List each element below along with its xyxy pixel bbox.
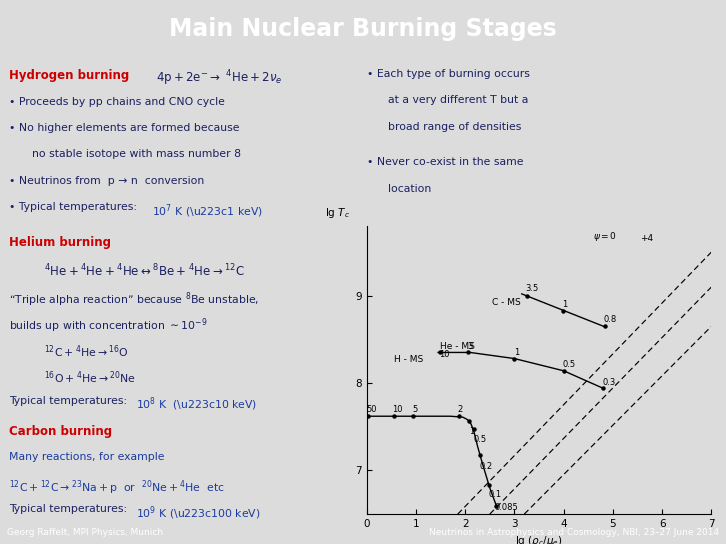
Text: 0.085: 0.085 xyxy=(494,503,518,512)
Text: C - MS: C - MS xyxy=(492,298,521,307)
Text: ${}^{12}\mathrm{C} + {}^{4}\mathrm{He} \rightarrow {}^{16}\mathrm{O}$: ${}^{12}\mathrm{C} + {}^{4}\mathrm{He} \… xyxy=(44,343,129,360)
Text: Main Nuclear Burning Stages: Main Nuclear Burning Stages xyxy=(169,16,557,41)
Text: • Proceeds by pp chains and CNO cycle: • Proceeds by pp chains and CNO cycle xyxy=(9,97,225,107)
Text: ${}^{16}\mathrm{O} + {}^{4}\mathrm{He} \rightarrow {}^{20}\mathrm{Ne}$: ${}^{16}\mathrm{O} + {}^{4}\mathrm{He} \… xyxy=(44,369,136,386)
Text: 10: 10 xyxy=(439,350,450,360)
Text: • No higher elements are formed because: • No higher elements are formed because xyxy=(9,123,240,133)
Text: Typical temperatures:: Typical temperatures: xyxy=(9,396,131,406)
Text: 3.5: 3.5 xyxy=(525,284,539,293)
Text: $4\mathrm{p} + 2\mathrm{e}^{-} \rightarrow\ {}^{4}\mathrm{He} + 2\nu_{e}$: $4\mathrm{p} + 2\mathrm{e}^{-} \rightarr… xyxy=(156,69,282,88)
Text: at a very different T but a: at a very different T but a xyxy=(388,95,529,105)
Text: ${}^{4}\mathrm{He} + {}^{4}\mathrm{He} + {}^{4}\mathrm{He} \leftrightarrow {}^{8: ${}^{4}\mathrm{He} + {}^{4}\mathrm{He} +… xyxy=(44,262,244,279)
Text: 2: 2 xyxy=(457,405,462,415)
Text: lg $T_c$: lg $T_c$ xyxy=(325,206,350,220)
Text: 5: 5 xyxy=(412,405,417,415)
Text: $10^7$ K (\u223c1 keV): $10^7$ K (\u223c1 keV) xyxy=(152,202,264,220)
Text: 0.5: 0.5 xyxy=(563,360,576,369)
Text: Georg Raffelt, MPI Physics, Munich: Georg Raffelt, MPI Physics, Munich xyxy=(7,528,163,537)
Text: 1: 1 xyxy=(515,348,520,357)
Text: 0.1: 0.1 xyxy=(489,491,502,499)
Text: H - MS: H - MS xyxy=(393,355,423,364)
Text: $10^9$ K (\u223c100 keV): $10^9$ K (\u223c100 keV) xyxy=(136,504,261,522)
Text: Many reactions, for example: Many reactions, for example xyxy=(9,452,165,461)
Text: 1: 1 xyxy=(562,300,567,309)
Text: Carbon burning: Carbon burning xyxy=(9,425,113,438)
Text: 50: 50 xyxy=(367,405,377,415)
Text: He - MS: He - MS xyxy=(439,342,474,351)
Text: Neutrinos in Astrophysics and Cosmology, NBI, 23–27 June 2014: Neutrinos in Astrophysics and Cosmology,… xyxy=(428,528,719,537)
Text: 0.5: 0.5 xyxy=(473,435,486,444)
Text: 0.2: 0.2 xyxy=(480,462,493,471)
Text: location: location xyxy=(388,184,432,194)
X-axis label: lg $(\rho_c/\mu_e)$: lg $(\rho_c/\mu_e)$ xyxy=(515,535,563,544)
Text: no stable isotope with mass number 8: no stable isotope with mass number 8 xyxy=(32,150,241,159)
Text: Typical temperatures:: Typical temperatures: xyxy=(9,504,131,515)
Text: “Triple alpha reaction” because ${}^{8}$Be unstable,: “Triple alpha reaction” because ${}^{8}$… xyxy=(9,290,260,308)
Text: 10: 10 xyxy=(392,405,403,415)
Text: $10^8$ K  (\u223c10 keV): $10^8$ K (\u223c10 keV) xyxy=(136,396,258,413)
Text: $\psi=0$: $\psi=0$ xyxy=(593,230,617,243)
Text: • Typical temperatures:: • Typical temperatures: xyxy=(9,202,141,212)
Text: Helium burning: Helium burning xyxy=(9,236,111,249)
Text: 3: 3 xyxy=(468,342,473,351)
Text: Hydrogen burning: Hydrogen burning xyxy=(9,69,130,82)
Text: • Neutrinos from  p → n  conversion: • Neutrinos from p → n conversion xyxy=(9,176,205,186)
Text: ${}^{12}\mathrm{C} + {}^{12}\mathrm{C} \rightarrow {}^{23}\mathrm{Na} + \mathrm{: ${}^{12}\mathrm{C} + {}^{12}\mathrm{C} \… xyxy=(9,478,225,497)
Text: +4: +4 xyxy=(640,234,653,243)
Text: 1: 1 xyxy=(469,426,474,436)
Text: • Never co-exist in the same: • Never co-exist in the same xyxy=(367,157,523,168)
Text: • Each type of burning occurs: • Each type of burning occurs xyxy=(367,69,529,79)
Text: builds up with concentration $\sim 10^{-9}$: builds up with concentration $\sim 10^{-… xyxy=(9,317,208,335)
Text: broad range of densities: broad range of densities xyxy=(388,122,522,132)
Text: 0.8: 0.8 xyxy=(603,316,616,324)
Text: 0.3: 0.3 xyxy=(602,378,616,387)
